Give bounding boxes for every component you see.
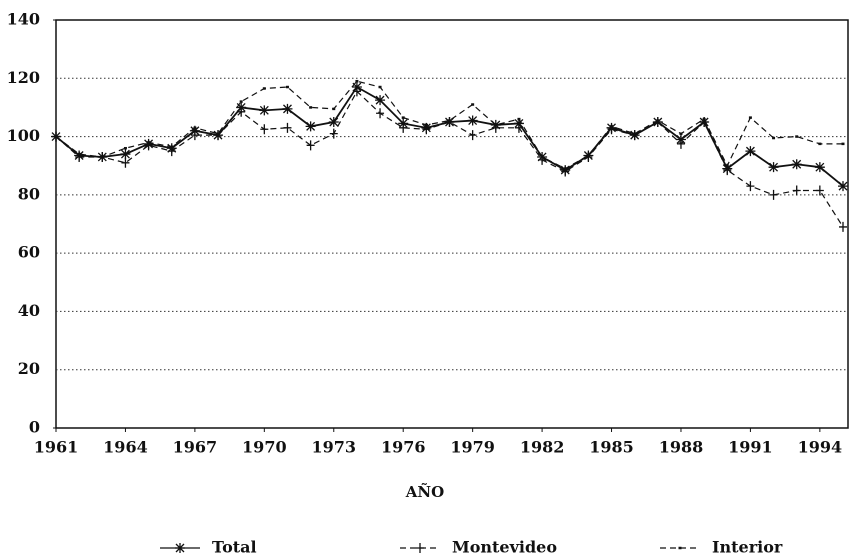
series-marker [283, 122, 292, 133]
x-tick-label: 1991 [728, 438, 773, 457]
y-tick-label: 60 [18, 243, 40, 262]
series-marker [514, 122, 523, 133]
series-line [55, 90, 844, 228]
x-axis-label: AÑO [405, 482, 444, 501]
series-marker [214, 130, 223, 141]
series-marker [306, 140, 315, 151]
x-tick-label: 1994 [798, 438, 843, 457]
series-marker [630, 130, 639, 141]
series-marker [445, 117, 454, 127]
x-tick-label: 1982 [520, 438, 565, 457]
series-marker [746, 181, 755, 192]
series-line [55, 80, 843, 170]
series-marker [468, 130, 477, 141]
series-marker [791, 159, 802, 170]
series-marker [328, 117, 339, 127]
x-tick-label: 1979 [450, 438, 495, 457]
series-marker [399, 122, 408, 133]
series-marker [329, 128, 338, 139]
y-tick-label: 80 [18, 184, 40, 203]
series-marker [769, 189, 778, 200]
series-marker [237, 106, 246, 117]
plot-frame [55, 19, 849, 429]
x-tick-label: 1970 [242, 438, 287, 457]
series-marker [814, 162, 825, 173]
series-marker [282, 103, 293, 114]
series-marker [745, 146, 756, 157]
series-marker [838, 181, 848, 192]
x-tick-label: 1976 [381, 438, 426, 457]
series-marker [815, 185, 824, 196]
series-marker [792, 185, 801, 196]
series-marker [375, 95, 386, 106]
series-marker [352, 86, 361, 97]
series-marker [676, 138, 685, 149]
series-marker [305, 121, 316, 132]
y-tick-label: 0 [29, 418, 40, 437]
x-tick-label: 1967 [173, 438, 218, 457]
y-tick-label: 20 [18, 359, 40, 378]
series-marker [839, 221, 847, 232]
series-marker [259, 105, 270, 116]
y-tick-label: 140 [7, 10, 40, 29]
series-marker [190, 130, 199, 141]
legend-label: Total [212, 538, 257, 557]
legend-marker [175, 543, 185, 553]
series-marker [121, 157, 130, 168]
y-tick-label: 120 [7, 68, 40, 87]
legend-item: Interior [660, 538, 783, 557]
series-marker [376, 108, 385, 119]
x-tick-label: 1985 [589, 438, 634, 457]
series-marker [768, 162, 779, 173]
series-marker [260, 124, 269, 135]
x-tick-label: 1964 [103, 438, 148, 457]
series-marker [467, 115, 478, 126]
y-tick-label: 40 [18, 301, 40, 320]
legend-item: Montevideo [400, 538, 557, 557]
x-tick-label: 1973 [311, 438, 356, 457]
x-tick-label: 1988 [659, 438, 704, 457]
legend-marker [416, 543, 424, 553]
y-tick-label: 100 [7, 126, 40, 145]
x-tick-label: 1961 [34, 438, 79, 457]
legend-label: Interior [712, 538, 783, 557]
series-marker [120, 149, 131, 160]
legend-item: Total [160, 538, 257, 557]
legend-label: Montevideo [452, 538, 557, 557]
